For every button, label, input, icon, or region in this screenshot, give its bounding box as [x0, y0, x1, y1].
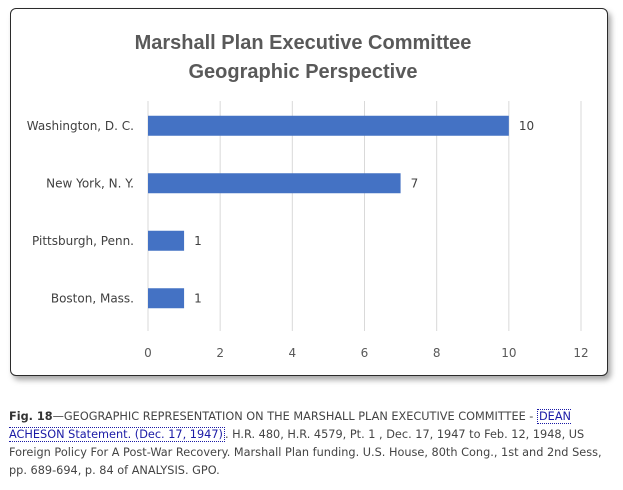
figure-number: Fig. 18 [9, 410, 53, 423]
category-labels: Washington, D. C. New York, N. Y. Pittsbur… [27, 119, 134, 306]
caption-text-after-link: . H.R. 480, H.R. 4579, Pt. 1 , Dec. 17, … [9, 428, 602, 477]
chart-gridlines [147, 101, 582, 331]
bar-2 [148, 173, 401, 194]
chart-title-line-2: Geographic Perspective [189, 61, 418, 83]
x-tick-label-8: 8 [433, 346, 441, 360]
bar-chart: Marshall Plan Executive Committee Geograp… [27, 32, 589, 360]
data-label-2: 7 [411, 176, 419, 190]
category-label-3: Pittsburgh, Penn. [32, 234, 134, 248]
data-label-1: 10 [519, 119, 534, 133]
chart-title-line-1: Marshall Plan Executive Committee [135, 32, 472, 54]
chart-frame: Marshall Plan Executive Committee Geograp… [10, 8, 608, 376]
x-tick-label-10: 10 [501, 346, 516, 360]
bar-3 [148, 230, 185, 251]
data-label-3: 1 [194, 234, 202, 248]
x-tick-label-2: 2 [216, 346, 224, 360]
chart-bars [148, 115, 509, 309]
data-labels: 10 7 1 1 [194, 119, 534, 306]
caption-text-before-link: —GEOGRAPHIC REPRESENTATION ON THE MARSHA… [52, 410, 537, 423]
category-label-4: Boston, Mass. [51, 291, 134, 305]
x-tick-label-12: 12 [573, 346, 588, 360]
figure-caption: Fig. 18—GEOGRAPHIC REPRESENTATION ON THE… [9, 408, 614, 480]
x-tick-label-0: 0 [144, 346, 152, 360]
x-tick-label-4: 4 [289, 346, 297, 360]
chart-title: Marshall Plan Executive Committee Geograp… [135, 32, 472, 83]
caption-source-link[interactable]: DEAN ACHESON Statement. (Dec. 17, 1947) [9, 409, 571, 442]
data-label-4: 1 [194, 291, 202, 305]
category-label-2: New York, N. Y. [46, 176, 134, 190]
bar-4 [148, 288, 185, 309]
x-tick-label-6: 6 [361, 346, 369, 360]
category-label-1: Washington, D. C. [27, 119, 134, 133]
bar-1 [148, 115, 509, 136]
x-axis-tick-labels: 0 2 4 6 8 10 12 [144, 346, 588, 360]
